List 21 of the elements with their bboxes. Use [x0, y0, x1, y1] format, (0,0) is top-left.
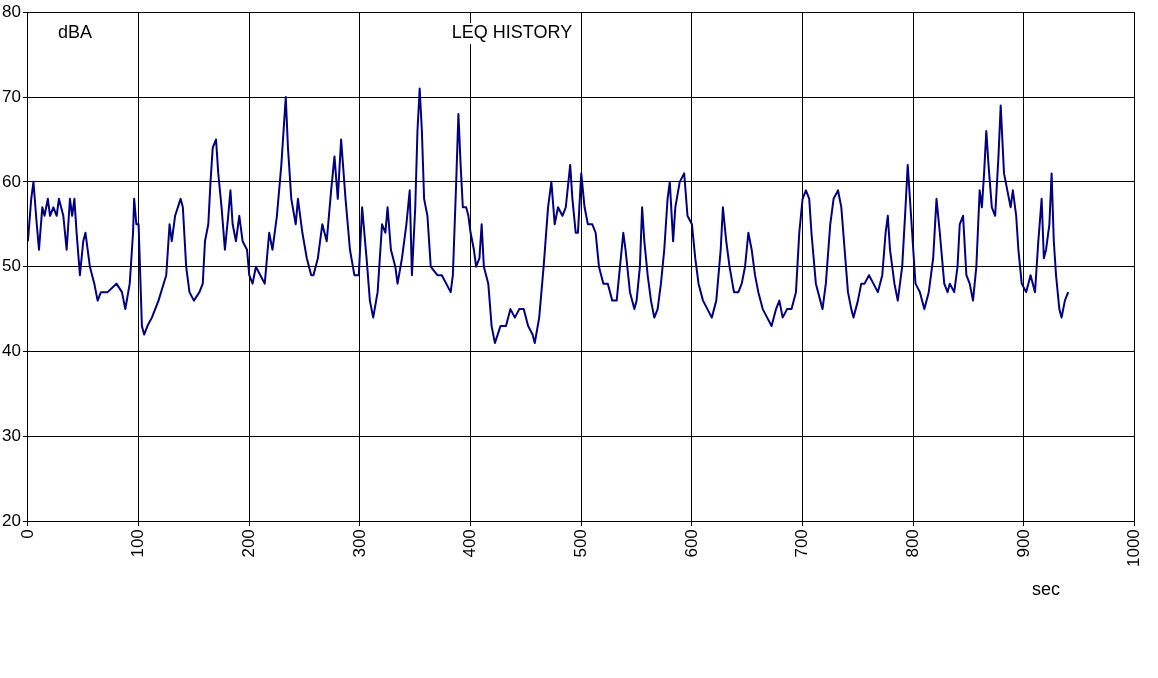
y-tick-label: 80	[1, 1, 21, 21]
x-axis-title: sec	[1031, 579, 1061, 600]
x-tick-label: 700	[792, 529, 812, 558]
x-tick-label: 100	[128, 529, 148, 558]
y-tick-label: 40	[1, 341, 21, 361]
x-tick-label: 200	[238, 529, 258, 558]
y-tick-label: 60	[1, 171, 21, 191]
x-tick-label: 1000	[1124, 529, 1144, 568]
text: LEQ HISTORY	[451, 21, 573, 42]
y-tick-label: 70	[1, 86, 21, 106]
x-tick-label: 900	[1013, 529, 1033, 558]
y-axis-title: dBA	[58, 21, 93, 42]
y-tick-label: 20	[1, 510, 21, 530]
y-tick-label: 30	[1, 426, 21, 446]
x-tick-label: 300	[349, 529, 369, 558]
x-tick-label: 0	[17, 529, 37, 539]
x-tick-label: 800	[902, 529, 922, 558]
x-tick-label: 400	[460, 529, 480, 558]
x-tick-label: 500	[570, 529, 590, 558]
y-tick-label: 50	[1, 256, 21, 276]
x-tick-label: 600	[681, 529, 701, 558]
